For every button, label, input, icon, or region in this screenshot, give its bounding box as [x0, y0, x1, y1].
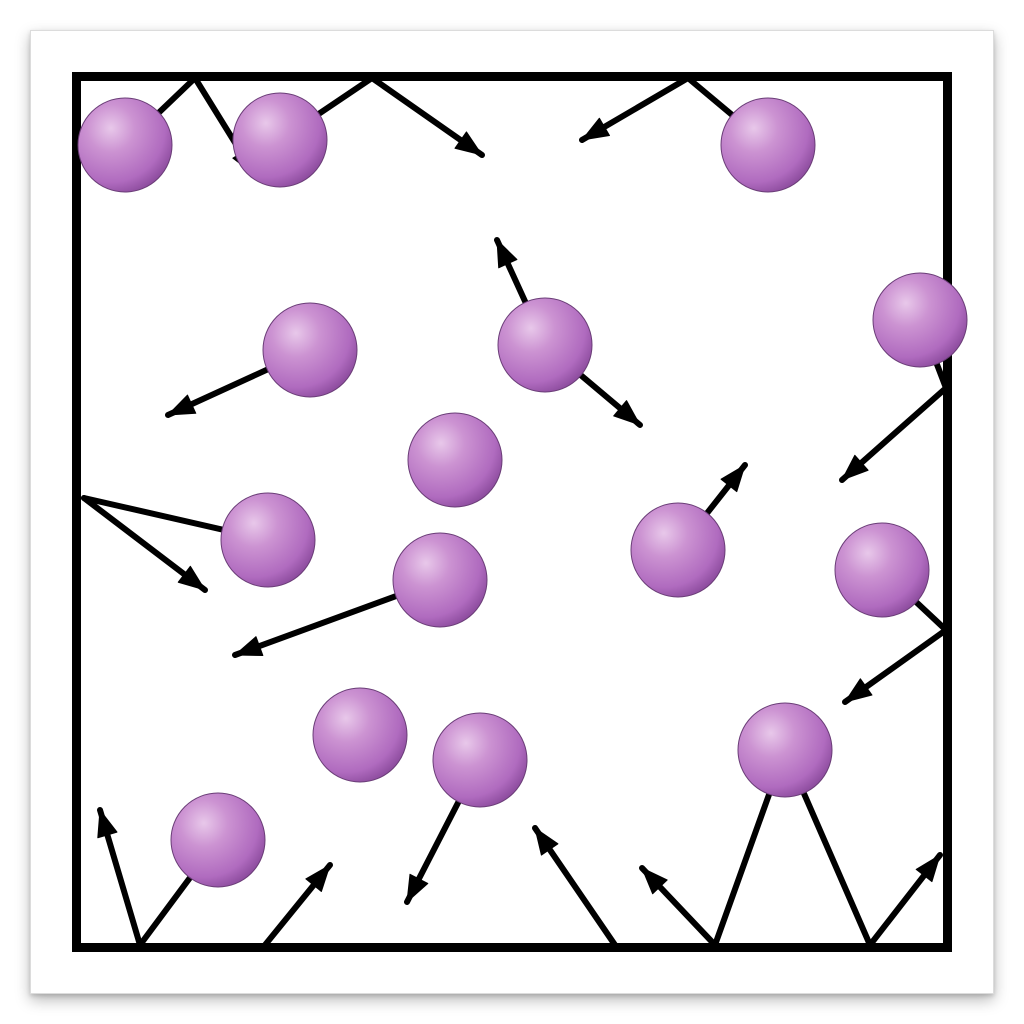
- particle: [313, 688, 407, 782]
- particle: [631, 503, 725, 597]
- particle: [78, 98, 172, 192]
- particle: [738, 703, 832, 797]
- particle: [221, 493, 315, 587]
- particle: [171, 793, 265, 887]
- particle: [263, 303, 357, 397]
- particles: [78, 93, 967, 887]
- particle: [873, 273, 967, 367]
- particle: [835, 523, 929, 617]
- gas-particles-diagram: [0, 0, 1024, 1024]
- particle: [498, 298, 592, 392]
- particle: [433, 713, 527, 807]
- particle: [408, 413, 502, 507]
- page: [0, 0, 1024, 1024]
- particle: [393, 533, 487, 627]
- particle: [233, 93, 327, 187]
- particle: [721, 98, 815, 192]
